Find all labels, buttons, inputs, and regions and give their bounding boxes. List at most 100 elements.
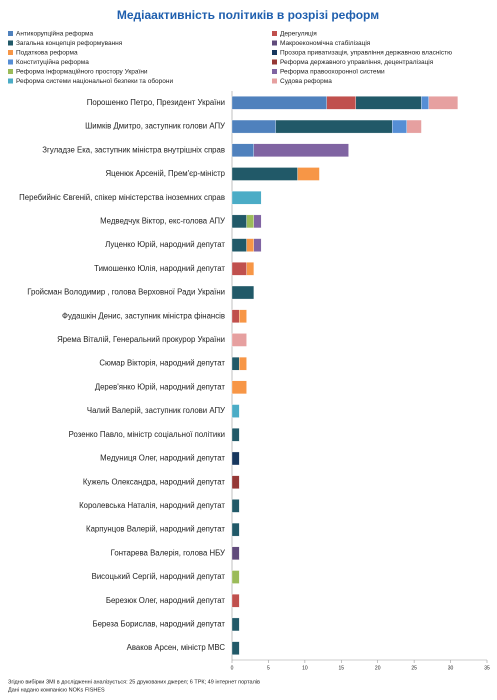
y-tick-label: Порошенко Петро, Президент України [87,98,225,107]
bar-segment [246,262,255,276]
bar-segment [297,167,320,181]
bar-segment [231,96,327,110]
bar-segment [231,570,240,584]
y-tick-label: Карпунцов Валерій, народний депутат [86,525,225,534]
bar-segment [246,214,255,229]
legend-swatch [8,50,13,55]
bar-segment [231,428,240,442]
y-tick-label: Луценко Юрій, народний депутат [105,240,225,249]
legend-swatch [272,78,277,84]
footnote: Згідно вибірки ЗМІ в дослідженні аналізу… [8,679,260,685]
bar-segment [231,594,240,608]
bar-segment [428,96,459,110]
legend-swatch [8,69,13,74]
bar-segment [231,522,240,537]
bar-segment [231,214,247,229]
bar-segment [246,238,255,252]
y-tick-label: Медведчук Віктор, екс-голова АПУ [100,216,225,225]
legend-label: Конституційна реформа [16,58,89,66]
legend-label: Прозора приватизація, управління державн… [280,49,452,57]
bar-segment [421,96,429,110]
legend-swatch [272,69,277,74]
x-tick-label: 35 [484,665,490,671]
bar-segment [253,143,349,157]
x-tick-label: 20 [375,665,381,671]
y-tick-label: Ярема Віталій, Генеральний прокурор Укра… [57,335,225,344]
bar-segment [231,285,255,300]
y-tick-label: Яценюк Арсеній, Прем'єр-міністр [105,169,225,178]
legend-swatch [8,40,13,46]
legend-swatch [272,40,277,46]
bar-segment [355,96,422,110]
legend-label: Дерегуляція [280,30,317,38]
bar-segment [231,262,247,276]
x-tick-label: 5 [267,665,270,671]
y-tick-label: Чалий Валерій, заступник голови АПУ [87,406,225,415]
y-tick-label: Медуниця Олег, народний депутат [100,454,225,463]
legend-label: Антикорупційна реформа [16,30,93,38]
bar-segment [253,214,262,229]
x-tick-label: 15 [339,665,345,671]
y-tick-label: Гройсман Володимир , голова Верховної Ра… [27,288,225,297]
y-tick-label: Гонтарева Валерія, голова НБУ [111,548,225,557]
bar-segment [231,546,240,560]
bar-segment [231,380,247,395]
bar-segment [231,451,240,466]
bar-segment [392,119,408,134]
legend-label: Податкова реформа [16,50,78,57]
legend-swatch [272,50,277,55]
bar-segment [275,119,393,134]
bar-segment [231,191,262,205]
legend-swatch [8,78,13,84]
bar-segment [239,309,247,323]
legend-label: Макроекономічна стабілізація [280,39,371,47]
bar-segment [231,641,240,655]
bar-segment [231,167,298,181]
bar-segment [231,119,276,134]
y-tick-label: Перебийніс Євгеній, спікер міністерства … [19,193,225,202]
y-tick-label: Королевська Наталія, народний депутат [79,501,225,510]
y-tick-label: Тимошенко Юлія, народний депутат [94,264,225,273]
legend-swatch [272,59,277,65]
x-tick-label: 25 [411,665,417,671]
bar-segment [231,238,247,252]
bar-segment [406,119,422,134]
x-tick-label: 30 [448,665,454,671]
bar-segment [231,475,240,489]
y-tick-label: Згуладзе Ека, заступник міністра внутріш… [42,145,225,154]
y-tick-label: Аваков Арсен, міністр МВС [127,643,226,652]
y-tick-label: Висоцький Сергій, народний депутат [92,572,226,581]
x-tick-label: 10 [302,665,308,671]
x-tick-label: 0 [231,665,234,671]
y-tick-label: Шимків Дмитро, заступник голови АПУ [85,122,225,131]
bar-segment [231,333,247,347]
footnote: Дані надано компанією NOKs FISHES [8,687,105,693]
chart-title: Медіаактивність політиків в розрізі рефо… [117,8,379,22]
y-tick-label: Кужель Олександра, народний депутат [83,477,226,486]
legend-label: Реформа правоохоронної системи [280,69,385,76]
legend-label: Загальна концепція реформування [16,39,123,47]
y-tick-label: Фудашкін Денис, заступник міністра фінан… [62,311,225,320]
y-tick-label: Дерев'янко Юрій, народний депутат [95,382,226,391]
bar-segment [231,499,240,513]
legend-label: Судова реформа [280,78,332,85]
bar-segment [231,309,240,323]
bar-segment [231,404,240,418]
legend-swatch [8,59,13,65]
legend-label: Реформа державного управління, децентрал… [280,58,434,66]
legend-swatch [272,31,277,36]
bar-segment [231,143,255,157]
bar-segment [231,356,240,371]
bar-segment [239,356,247,371]
bar-segment [326,96,357,110]
y-tick-label: Березюк Олег, народний депутат [106,596,226,605]
y-tick-label: Розенко Павло, міністр соціальної політи… [69,430,225,439]
legend-label: Реформа інформаційного простору України [16,68,148,76]
legend-swatch [8,31,13,36]
bar-segment [253,238,262,252]
y-tick-label: Сюмар Вікторія, народний депутат [99,359,225,368]
legend-label: Реформа системи національної безпеки та … [16,77,173,85]
bar-segment [231,617,240,632]
y-tick-label: Береза Борислав, народний депутат [92,620,225,629]
